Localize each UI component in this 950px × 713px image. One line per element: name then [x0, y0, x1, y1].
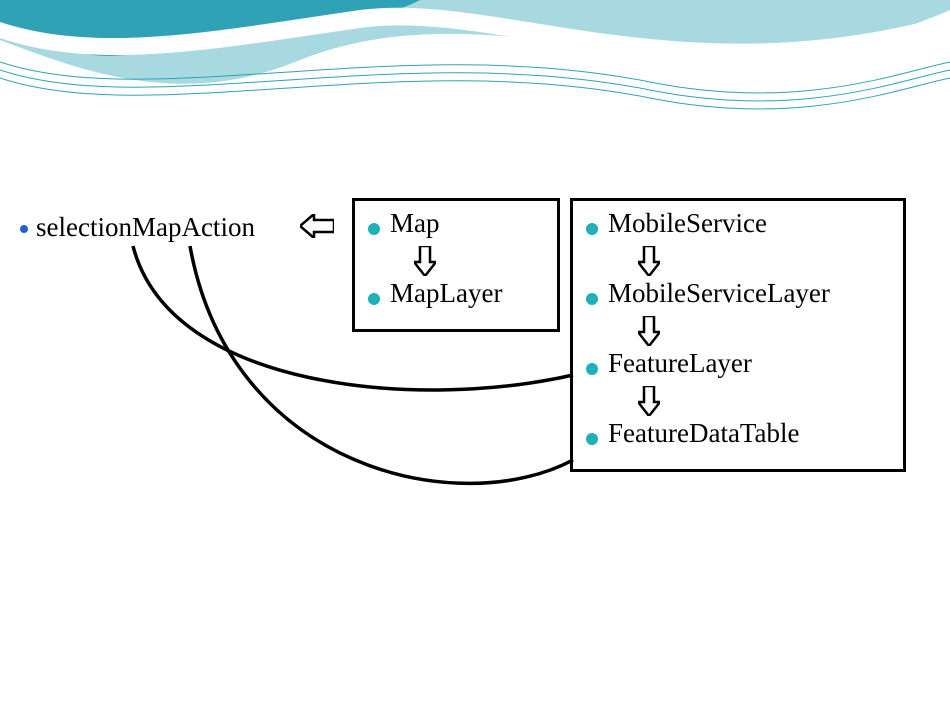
diagram-content: selectionMapAction Map MapLayer MobileSe…	[0, 0, 950, 713]
label-featurelayer: FeatureLayer	[608, 348, 752, 379]
bullet-featurelayer	[586, 363, 598, 375]
slide-root: selectionMapAction Map MapLayer MobileSe…	[0, 0, 950, 713]
label-featuredatatable: FeatureDataTable	[608, 418, 800, 449]
bullet-mobileservice	[586, 223, 598, 235]
label-map: Map	[390, 208, 440, 239]
label-mobileservice: MobileService	[608, 208, 767, 239]
box-map-group	[352, 198, 560, 332]
label-maplayer: MapLayer	[390, 278, 502, 309]
label-selection: selectionMapAction	[36, 212, 255, 243]
bullet-featuredatatable	[586, 433, 598, 445]
arrow-down-icon	[414, 246, 436, 276]
arrow-down-icon	[638, 386, 660, 416]
bullet-maplayer	[368, 293, 380, 305]
bullet-mobileservicelayer	[586, 293, 598, 305]
arrow-down-icon	[638, 246, 660, 276]
arrow-down-icon	[638, 316, 660, 346]
bullet-map	[368, 223, 380, 235]
label-mobileservicelayer: MobileServiceLayer	[608, 278, 830, 309]
arrow-left-icon	[300, 214, 334, 238]
bullet-selection	[20, 225, 28, 233]
